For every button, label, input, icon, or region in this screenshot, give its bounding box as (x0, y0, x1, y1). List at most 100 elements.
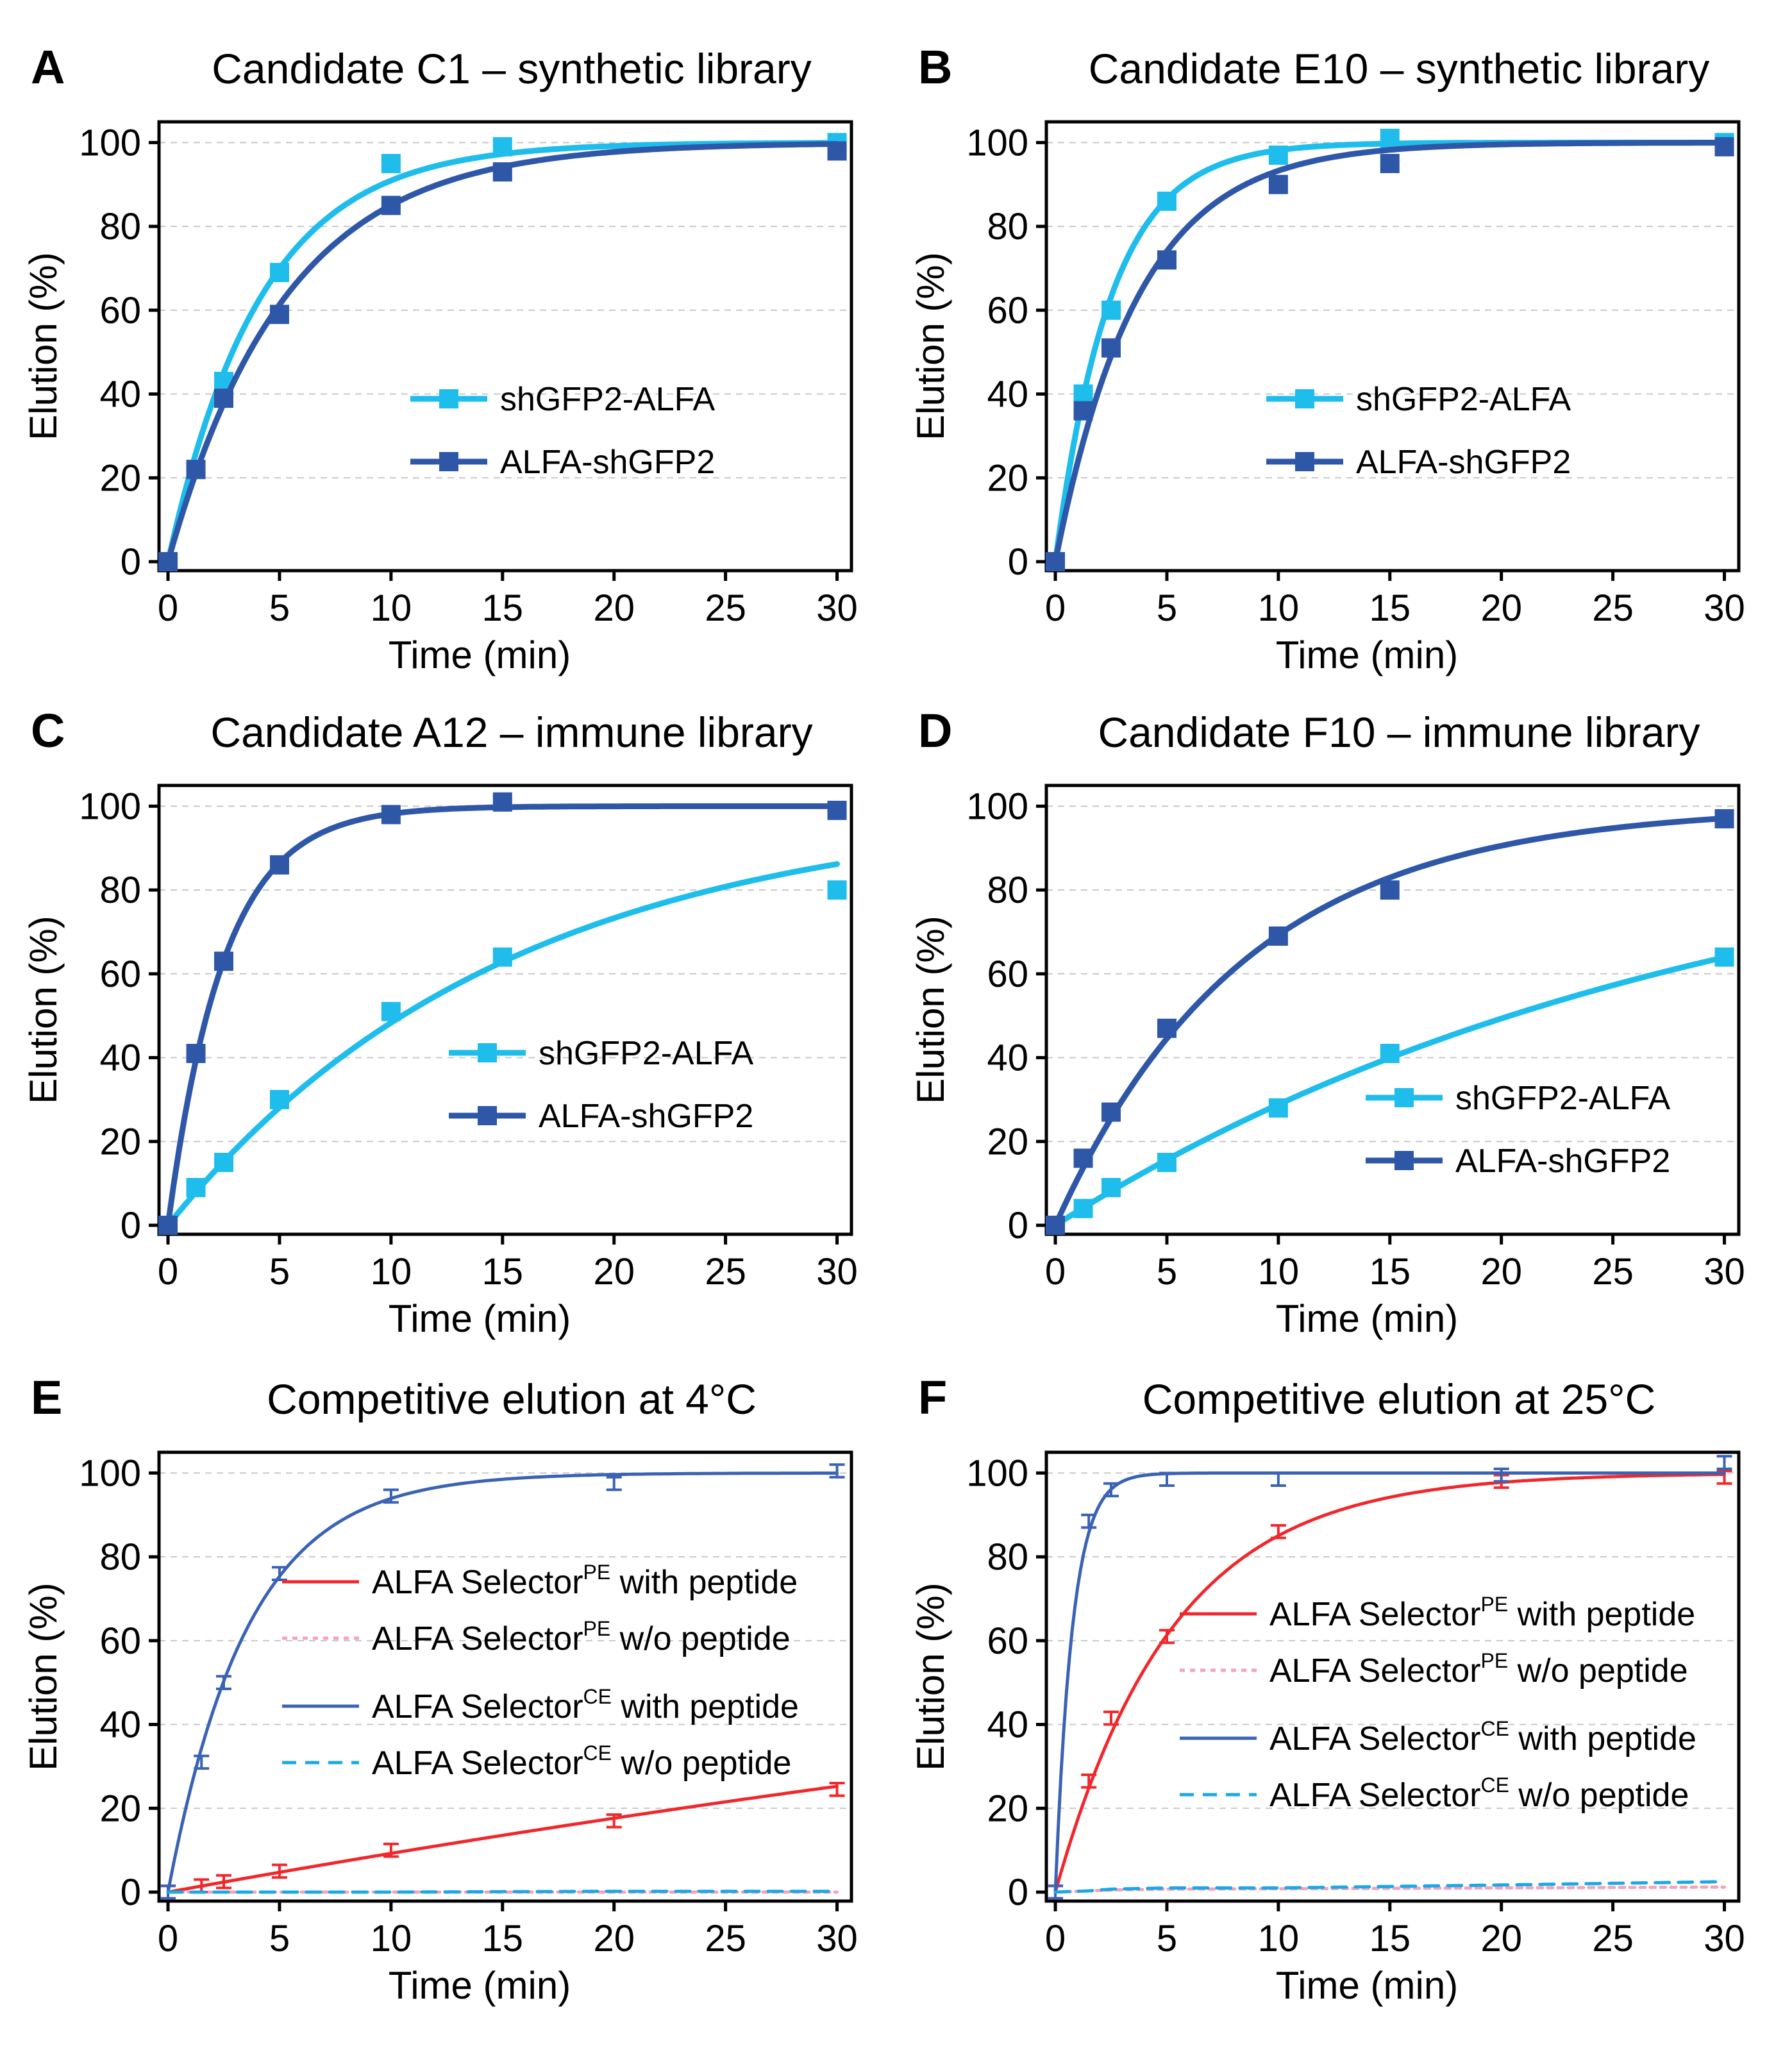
legend-suffix: w/o peptide (1508, 1652, 1687, 1690)
chart-title: Competitive elution at 25°C (1143, 1375, 1655, 1423)
legend-name: ALFA-shGFP2 (500, 444, 715, 481)
y-tick-label: 40 (987, 374, 1028, 415)
legend-label: ALFA SelectorCE w/o peptide (1269, 1773, 1689, 1814)
legend-superscript: CE (1481, 1717, 1509, 1740)
y-tick-label: 100 (966, 785, 1028, 827)
legend-marker (439, 452, 458, 471)
data-point (827, 141, 847, 161)
legend-superscript: CE (1481, 1773, 1509, 1797)
fit-curve (1052, 140, 1727, 565)
data-point (492, 137, 512, 156)
data-point (158, 1216, 178, 1235)
x-tick-label: 30 (816, 1251, 858, 1293)
y-tick-label: 40 (99, 374, 141, 415)
legend-name: ALFA Selector (372, 1688, 583, 1725)
series-1 (158, 141, 847, 571)
data-point (269, 262, 289, 282)
x-tick-label: 20 (1480, 1918, 1522, 1959)
x-tick-label: 0 (158, 1918, 178, 1959)
data-point (1380, 1044, 1400, 1064)
data-point (381, 805, 401, 825)
y-tick-label: 100 (79, 1452, 141, 1494)
plot-frame (157, 784, 853, 1236)
y-tick-label: 80 (99, 869, 141, 911)
x-tick-label: 15 (482, 587, 524, 629)
legend-marker (1394, 1088, 1414, 1107)
x-axis-label: Time (min) (389, 1297, 571, 1340)
data-point (1046, 552, 1066, 571)
data-point (1073, 401, 1093, 421)
x-tick-label: 30 (816, 587, 858, 629)
x-tick-label: 15 (1369, 1918, 1411, 1959)
series-2 (1048, 1455, 1732, 1900)
legend: shGFP2-ALFA ALFA-shGFP2 (449, 1035, 754, 1135)
legend-superscript: PE (583, 1617, 611, 1640)
legend-name: shGFP2-ALFA (1455, 1080, 1671, 1117)
data-point (492, 947, 512, 967)
data-point (158, 552, 178, 571)
y-tick-label: 0 (1008, 1872, 1028, 1913)
legend: shGFP2-ALFA ALFA-shGFP2 (410, 381, 716, 481)
x-tick-label: 10 (1258, 1918, 1300, 1959)
y-tick-label: 60 (99, 953, 141, 995)
x-tick-label: 25 (1592, 1918, 1634, 1959)
series-0 (1046, 128, 1734, 571)
legend: shGFP2-ALFA ALFA-shGFP2 (1366, 1080, 1671, 1180)
y-tick-label: 40 (99, 1037, 141, 1079)
legend-superscript: CE (583, 1685, 612, 1708)
fit-curve (165, 141, 840, 565)
x-tick-label: 20 (593, 587, 635, 629)
x-tick-label: 30 (816, 1918, 858, 1959)
legend-name: ALFA Selector (1269, 1652, 1481, 1690)
y-tick-label: 80 (987, 869, 1028, 911)
data-point (1268, 926, 1288, 946)
legend-label: ALFA SelectorCE w/o peptide (372, 1741, 791, 1782)
legend-name: ALFA Selector (1269, 1596, 1481, 1633)
legend-superscript: PE (1481, 1649, 1509, 1672)
legend-label: ALFA SelectorPE w/o peptide (1269, 1649, 1688, 1690)
series-0 (160, 1782, 845, 1900)
series-1 (1053, 1885, 1726, 1894)
legend-superscript: PE (1481, 1593, 1509, 1616)
data-point (1268, 174, 1288, 194)
x-tick-label: 25 (1592, 1251, 1634, 1293)
legend: shGFP2-ALFA ALFA-shGFP2 (1266, 381, 1571, 481)
x-tick-label: 15 (1369, 587, 1411, 629)
series-1 (158, 792, 847, 1235)
legend-marker (478, 1106, 497, 1125)
y-axis-label: Elution (%) (22, 1582, 65, 1770)
plot-frame (1044, 120, 1741, 573)
data-point (186, 460, 206, 480)
y-tick-label: 20 (99, 457, 141, 499)
data-point (1714, 809, 1734, 828)
legend-suffix: w/o peptide (1509, 1777, 1689, 1814)
plot-frame (1044, 1450, 1741, 1903)
legend-superscript: CE (583, 1741, 612, 1765)
y-tick-label: 100 (79, 785, 141, 827)
data-point (269, 855, 289, 875)
legend-marker (1394, 1151, 1414, 1170)
x-axis-label: Time (min) (389, 633, 571, 676)
fit-curve (1052, 815, 1727, 1228)
chart-panel-d: 0 5 10 15 20 25 30 0 20 40 60 80 100 Time (min) Elutio… (909, 704, 1745, 1340)
legend-label: ALFA SelectorPE with peptide (1269, 1593, 1695, 1633)
panel-letter: F (918, 1371, 947, 1424)
legend-label: ALFA-shGFP2 (1455, 1143, 1670, 1180)
x-axis-label: Time (min) (1276, 1964, 1458, 2007)
data-point (214, 389, 233, 408)
x-tick-label: 0 (158, 1251, 178, 1293)
legend-label: shGFP2-ALFA (500, 381, 716, 418)
data-point (269, 305, 289, 324)
data-point (492, 162, 512, 182)
fit-curve (166, 1890, 839, 1894)
fit-curve (1053, 1885, 1726, 1894)
y-tick-label: 40 (987, 1037, 1028, 1079)
data-point (1714, 947, 1734, 967)
x-tick-label: 20 (593, 1918, 635, 1959)
y-tick-label: 80 (987, 206, 1028, 247)
legend-suffix: with peptide (1509, 1720, 1696, 1757)
fit-curve (165, 140, 840, 565)
series-2 (160, 1463, 845, 1900)
y-tick-label: 60 (99, 1620, 141, 1662)
